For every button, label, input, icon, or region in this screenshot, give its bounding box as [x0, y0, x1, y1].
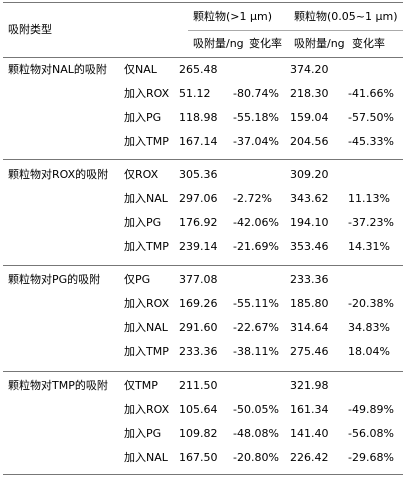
condition-cell: 加入ROX	[124, 403, 170, 416]
amount-small-cell: 275.46	[290, 345, 329, 358]
condition-cell: 仅PG	[124, 273, 151, 286]
amount-small-cell: 309.20	[290, 168, 329, 181]
condition-cell: 加入PG	[124, 216, 162, 229]
change-large-cell: -21.69%	[233, 240, 279, 253]
amount-small-cell: 194.10	[290, 216, 329, 229]
change-large-cell: -55.11%	[233, 297, 279, 310]
condition-cell: 加入NAL	[124, 192, 168, 205]
header-change-2: 变化率	[352, 37, 385, 50]
change-large-cell: -42.06%	[233, 216, 279, 229]
group-label: 颗粒物对ROX的吸附	[8, 168, 109, 181]
group-label: 颗粒物对TMP的吸附	[8, 379, 108, 392]
amount-small-cell: 185.80	[290, 297, 329, 310]
amount-large-cell: 239.14	[179, 240, 218, 253]
change-large-cell: -80.74%	[233, 87, 279, 100]
group-label: 颗粒物对PG的吸附	[8, 273, 101, 286]
amount-large-cell: 167.14	[179, 135, 218, 148]
change-large-cell: -22.67%	[233, 321, 279, 334]
condition-cell: 加入TMP	[124, 135, 169, 148]
header-group-small: 颗粒物(0.05~1 μm)	[294, 10, 398, 23]
group-label: 颗粒物对NAL的吸附	[8, 63, 107, 76]
bottom-rule	[3, 474, 403, 475]
amount-large-cell: 297.06	[179, 192, 218, 205]
change-small-cell: -20.38%	[348, 297, 394, 310]
change-large-cell: -50.05%	[233, 403, 279, 416]
header-change-1: 变化率	[249, 37, 282, 50]
condition-cell: 加入NAL	[124, 321, 168, 334]
change-small-cell: 11.13%	[348, 192, 390, 205]
group-divider	[3, 265, 403, 266]
amount-small-cell: 204.56	[290, 135, 329, 148]
change-large-cell: -38.11%	[233, 345, 279, 358]
group-divider	[3, 159, 403, 160]
amount-small-cell: 314.64	[290, 321, 329, 334]
amount-small-cell: 343.62	[290, 192, 329, 205]
amount-large-cell: 305.36	[179, 168, 218, 181]
condition-cell: 加入NAL	[124, 451, 168, 464]
amount-large-cell: 233.36	[179, 345, 218, 358]
amount-large-cell: 377.08	[179, 273, 218, 286]
change-small-cell: -37.23%	[348, 216, 394, 229]
change-small-cell: 34.83%	[348, 321, 390, 334]
condition-cell: 加入PG	[124, 111, 162, 124]
condition-cell: 加入ROX	[124, 87, 170, 100]
change-large-cell: -48.08%	[233, 427, 279, 440]
header-adsorption-type: 吸附类型	[8, 23, 52, 36]
change-small-cell: -56.08%	[348, 427, 394, 440]
condition-cell: 加入ROX	[124, 297, 170, 310]
amount-small-cell: 353.46	[290, 240, 329, 253]
condition-cell: 加入TMP	[124, 240, 169, 253]
change-large-cell: -55.18%	[233, 111, 279, 124]
amount-small-cell: 374.20	[290, 63, 329, 76]
header-amount-1: 吸附量/ng	[193, 37, 244, 50]
amount-large-cell: 291.60	[179, 321, 218, 334]
amount-small-cell: 233.36	[290, 273, 329, 286]
condition-cell: 仅NAL	[124, 63, 157, 76]
change-large-cell: -2.72%	[233, 192, 272, 205]
change-small-cell: -41.66%	[348, 87, 394, 100]
amount-large-cell: 109.82	[179, 427, 218, 440]
amount-large-cell: 105.64	[179, 403, 218, 416]
header-mid-rule	[188, 30, 403, 31]
change-small-cell: -45.33%	[348, 135, 394, 148]
amount-large-cell: 167.50	[179, 451, 218, 464]
amount-large-cell: 265.48	[179, 63, 218, 76]
change-small-cell: -57.50%	[348, 111, 394, 124]
amount-small-cell: 218.30	[290, 87, 329, 100]
header-amount-2: 吸附量/ng	[294, 37, 345, 50]
amount-small-cell: 159.04	[290, 111, 329, 124]
top-rule	[3, 2, 403, 3]
amount-large-cell: 118.98	[179, 111, 218, 124]
change-small-cell: 14.31%	[348, 240, 390, 253]
amount-large-cell: 211.50	[179, 379, 218, 392]
change-small-cell: 18.04%	[348, 345, 390, 358]
amount-small-cell: 141.40	[290, 427, 329, 440]
group-divider	[3, 371, 403, 372]
change-large-cell: -37.04%	[233, 135, 279, 148]
change-small-cell: -49.89%	[348, 403, 394, 416]
amount-large-cell: 51.12	[179, 87, 211, 100]
condition-cell: 加入TMP	[124, 345, 169, 358]
condition-cell: 仅ROX	[124, 168, 159, 181]
amount-small-cell: 161.34	[290, 403, 329, 416]
change-small-cell: -29.68%	[348, 451, 394, 464]
amount-small-cell: 226.42	[290, 451, 329, 464]
condition-cell: 加入PG	[124, 427, 162, 440]
amount-small-cell: 321.98	[290, 379, 329, 392]
header-group-large: 颗粒物(>1 μm)	[193, 10, 273, 23]
change-large-cell: -20.80%	[233, 451, 279, 464]
condition-cell: 仅TMP	[124, 379, 158, 392]
header-bottom-rule	[3, 57, 403, 58]
amount-large-cell: 169.26	[179, 297, 218, 310]
amount-large-cell: 176.92	[179, 216, 218, 229]
